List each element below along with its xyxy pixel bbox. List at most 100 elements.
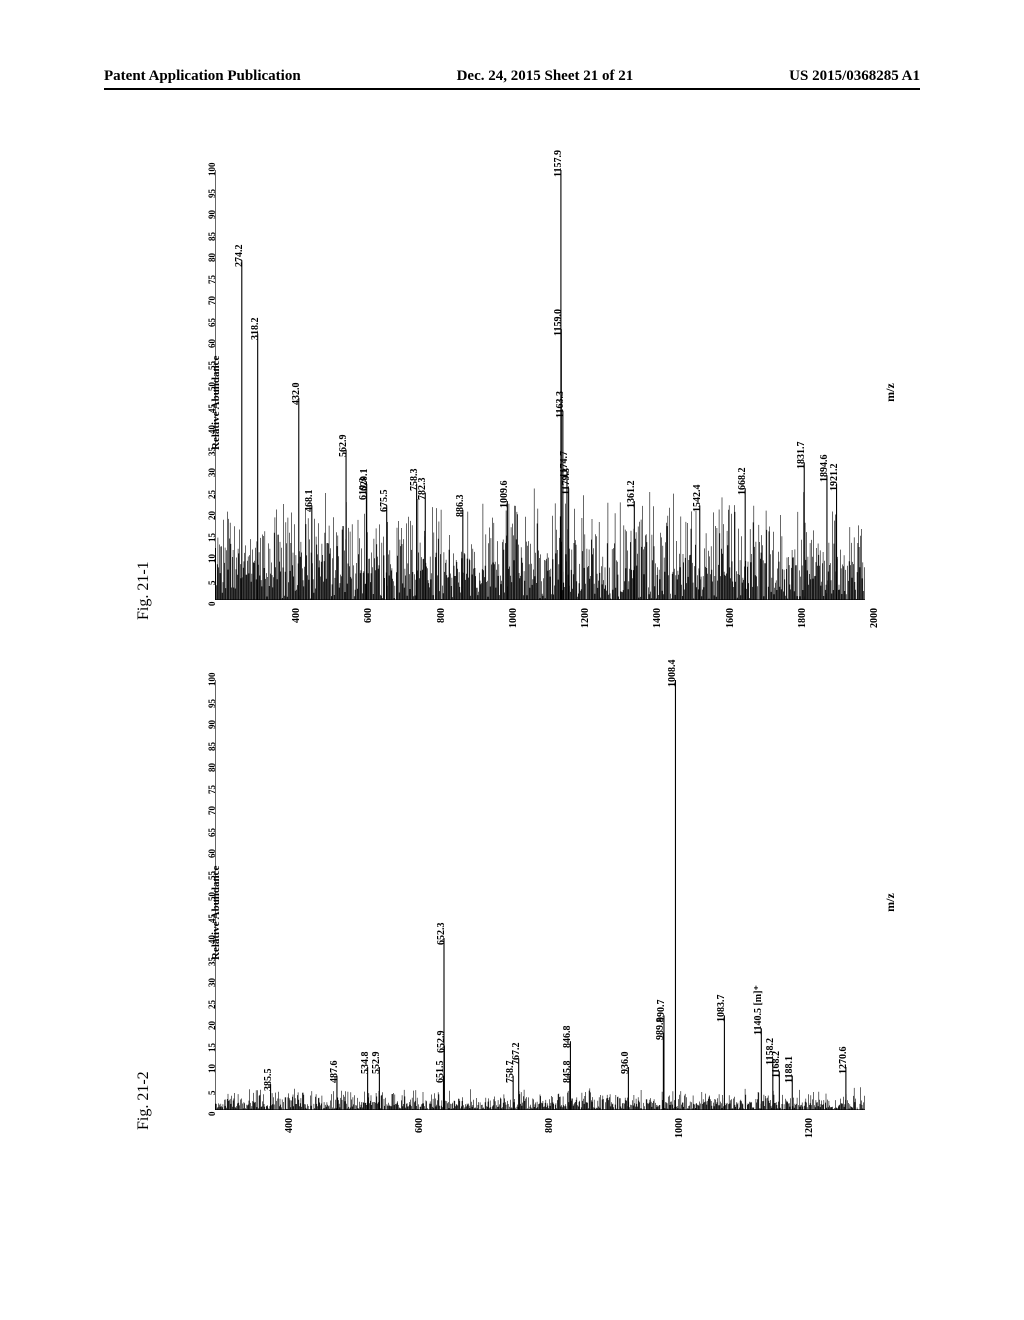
peak-label: 652.9	[436, 1030, 447, 1053]
y-tick: 25	[207, 490, 217, 499]
y-tick: 75	[207, 275, 217, 284]
y-tick: 70	[207, 806, 217, 815]
header-right: US 2015/0368285 A1	[789, 68, 920, 85]
y-tick: 20	[207, 511, 217, 520]
y-tick: 55	[207, 871, 217, 880]
y-tick: 5	[207, 1090, 217, 1095]
peak-label: 845.8	[562, 1060, 573, 1083]
y-tick: 35	[207, 957, 217, 966]
y-tick: 60	[207, 849, 217, 858]
y-tick: 5	[207, 580, 217, 585]
peak-label: 652.3	[436, 923, 447, 946]
peak-label: 1188.1	[784, 1056, 795, 1083]
y-tick: 80	[207, 763, 217, 772]
x-tick: 600	[363, 608, 374, 623]
y-tick: 45	[207, 914, 217, 923]
peak-label: 1179.3	[561, 468, 572, 495]
peak-label: 318.2	[250, 318, 261, 341]
y-tick: 50	[207, 382, 217, 391]
peak-label: 1168.2	[771, 1051, 782, 1078]
x-tick: 1400	[652, 608, 663, 628]
y-tick: 80	[207, 253, 217, 262]
peak-label: 1831.7	[796, 442, 807, 470]
peak-label: 1140.5 [m]⁺	[753, 986, 764, 1036]
y-tick: 30	[207, 468, 217, 477]
peak-label: 1921.2	[829, 463, 840, 491]
peak-label: 468.1	[304, 490, 315, 513]
y-tick: 65	[207, 318, 217, 327]
peak-label: 990.7	[656, 1000, 667, 1023]
peak-label: 651.5	[435, 1060, 446, 1083]
x-tick: 600	[414, 1118, 425, 1133]
x-tick: 1000	[674, 1118, 685, 1138]
y-tick: 40	[207, 425, 217, 434]
y-tick: 95	[207, 189, 217, 198]
y-tick: 70	[207, 296, 217, 305]
y-tick: 45	[207, 404, 217, 413]
x-tick: 2000	[869, 608, 880, 628]
x-tick: 800	[436, 608, 447, 623]
x-axis-label-21-2: m/z	[883, 893, 898, 912]
peak-label: 274.2	[234, 245, 245, 268]
x-tick: 400	[284, 1118, 295, 1133]
y-tick: 90	[207, 210, 217, 219]
y-tick: 20	[207, 1021, 217, 1030]
peak-label: 432.0	[291, 382, 302, 405]
peak-label: 552.9	[371, 1052, 382, 1075]
plot-area-21-1: Relative Abundance m/z 05101520253035404…	[215, 170, 865, 600]
x-tick: 1600	[725, 608, 736, 628]
patent-header: Patent Application Publication Dec. 24, …	[104, 68, 920, 90]
figure-label-21-1: Fig. 21-1	[135, 561, 153, 620]
figure-label-21-2: Fig. 21-2	[135, 1071, 153, 1130]
header-center: Dec. 24, 2015 Sheet 21 of 21	[457, 68, 634, 85]
y-tick: 85	[207, 232, 217, 241]
x-tick: 1000	[508, 608, 519, 628]
peak-label: 1008.4	[667, 660, 678, 688]
y-tick: 60	[207, 339, 217, 348]
peak-label: 886.3	[455, 494, 466, 517]
y-tick: 0	[207, 1112, 217, 1117]
y-tick: 100	[207, 673, 217, 687]
y-tick: 40	[207, 935, 217, 944]
peak-label: 1009.6	[499, 481, 510, 509]
y-tick: 25	[207, 1000, 217, 1009]
peak-label: 1270.6	[838, 1047, 849, 1075]
peak-label: 1157.9	[553, 150, 564, 177]
charts-container: Fig. 21-1 Relative Abundance m/z 0510152…	[160, 160, 890, 1170]
y-tick: 30	[207, 978, 217, 987]
peak-label: 846.8	[562, 1026, 573, 1049]
peak-label: 1159.0	[553, 309, 564, 336]
peak-label: 562.9	[338, 434, 349, 457]
y-tick: 75	[207, 785, 217, 794]
y-tick: 85	[207, 742, 217, 751]
peak-label: 1542.4	[692, 485, 703, 513]
header-left: Patent Application Publication	[104, 68, 301, 85]
y-tick: 35	[207, 447, 217, 456]
y-tick: 90	[207, 720, 217, 729]
peak-label: 385.5	[263, 1069, 274, 1092]
x-tick: 800	[544, 1118, 555, 1133]
x-tick: 1800	[797, 608, 808, 628]
peak-label: 1361.2	[626, 481, 637, 509]
y-tick: 55	[207, 361, 217, 370]
y-tick: 50	[207, 892, 217, 901]
peak-label: 782.3	[417, 477, 428, 500]
x-tick: 400	[291, 608, 302, 623]
y-tick: 15	[207, 533, 217, 542]
y-tick: 10	[207, 554, 217, 563]
y-tick: 65	[207, 828, 217, 837]
peak-label: 487.6	[329, 1060, 340, 1083]
peak-label: 936.0	[620, 1052, 631, 1075]
y-tick: 100	[207, 163, 217, 177]
panel-fig-21-1: Fig. 21-1 Relative Abundance m/z 0510152…	[160, 160, 890, 660]
y-tick: 15	[207, 1043, 217, 1052]
y-tick: 0	[207, 602, 217, 607]
peak-label: 534.8	[360, 1052, 371, 1075]
peak-label: 1083.7	[716, 995, 727, 1023]
panel-fig-21-2: Fig. 21-2 Relative Abundance m/z 0510152…	[160, 670, 890, 1170]
x-axis-label-21-1: m/z	[883, 383, 898, 402]
peak-label: 767.2	[511, 1043, 522, 1066]
plot-area-21-2: Relative Abundance m/z 05101520253035404…	[215, 680, 865, 1110]
spectrum-svg-21-1	[215, 170, 865, 600]
y-tick: 95	[207, 699, 217, 708]
